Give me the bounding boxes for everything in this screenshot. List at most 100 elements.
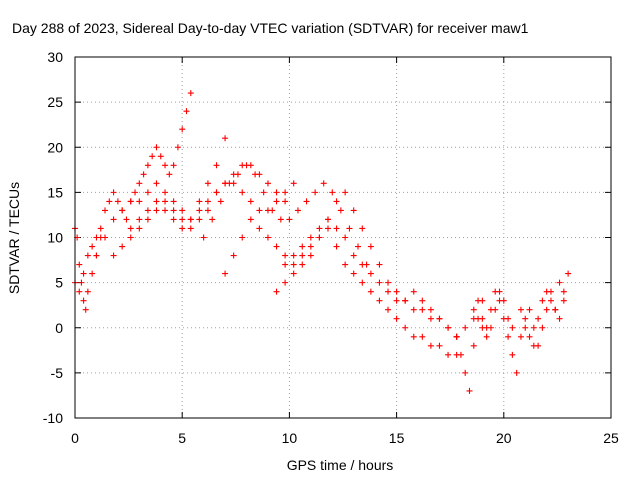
y-tick-label: 15 <box>47 184 63 200</box>
data-point <box>269 207 276 214</box>
data-point <box>530 324 537 331</box>
data-point <box>200 234 207 241</box>
data-point <box>204 198 211 205</box>
data-point <box>333 198 340 205</box>
data-point <box>97 225 104 232</box>
data-point <box>350 270 357 277</box>
data-point <box>376 279 383 286</box>
data-point <box>273 288 280 295</box>
data-point <box>144 189 151 196</box>
data-point <box>453 333 460 340</box>
y-axis-label: SDTVAR / TECUs <box>6 182 22 294</box>
data-point <box>547 297 554 304</box>
data-point <box>102 207 109 214</box>
data-point <box>565 270 572 277</box>
data-point <box>187 225 194 232</box>
data-point <box>136 216 143 223</box>
data-point <box>517 333 524 340</box>
data-point <box>316 234 323 241</box>
data-point <box>153 180 160 187</box>
data-point <box>535 342 542 349</box>
data-point <box>78 279 85 286</box>
data-point <box>170 216 177 223</box>
data-point <box>282 261 289 268</box>
data-point <box>505 315 512 322</box>
data-point <box>539 297 546 304</box>
data-point <box>256 207 263 214</box>
data-point <box>560 297 567 304</box>
data-point <box>445 351 452 358</box>
data-point <box>462 369 469 376</box>
data-point <box>119 243 126 250</box>
data-point <box>144 216 151 223</box>
y-tick-label: 10 <box>47 230 63 246</box>
data-point <box>80 270 87 277</box>
x-tick-label: 5 <box>178 430 186 446</box>
data-point <box>196 198 203 205</box>
data-point <box>282 279 289 286</box>
data-point <box>303 198 310 205</box>
data-point <box>286 216 293 223</box>
data-point <box>462 324 469 331</box>
data-point <box>166 171 173 178</box>
data-point <box>299 243 306 250</box>
data-point <box>110 252 117 259</box>
data-point <box>140 171 147 178</box>
data-point <box>222 270 229 277</box>
data-point <box>505 333 512 340</box>
data-point <box>290 252 297 259</box>
y-tick-label: 0 <box>55 320 63 336</box>
data-point <box>517 306 524 313</box>
data-point <box>282 252 289 259</box>
data-point <box>526 306 533 313</box>
data-point <box>162 207 169 214</box>
y-tick-label: -10 <box>43 410 63 426</box>
data-point <box>427 342 434 349</box>
data-point <box>162 162 169 169</box>
data-point <box>157 153 164 160</box>
data-point <box>346 225 353 232</box>
data-point <box>282 198 289 205</box>
data-point <box>179 207 186 214</box>
data-point <box>110 216 117 223</box>
data-point <box>410 333 417 340</box>
data-point <box>213 189 220 196</box>
data-point <box>359 261 366 268</box>
data-point <box>552 306 559 313</box>
y-tick-label: 30 <box>47 49 63 65</box>
series-trace-h <box>273 189 486 340</box>
x-tick-label: 10 <box>282 430 298 446</box>
data-point <box>170 198 177 205</box>
data-point <box>183 108 190 115</box>
chart-title: Day 288 of 2023, Sidereal Day-to-day VTE… <box>12 20 529 36</box>
data-point <box>179 126 186 133</box>
data-point <box>144 207 151 214</box>
data-point <box>82 306 89 313</box>
data-point <box>277 216 284 223</box>
data-point <box>234 171 241 178</box>
data-point <box>153 144 160 151</box>
data-point <box>196 216 203 223</box>
data-point <box>526 333 533 340</box>
data-point <box>367 288 374 295</box>
data-points <box>72 90 572 394</box>
data-point <box>556 315 563 322</box>
data-point <box>204 207 211 214</box>
data-point <box>76 261 83 268</box>
data-point <box>273 189 280 196</box>
data-point <box>419 297 426 304</box>
data-point <box>149 153 156 160</box>
data-point <box>320 180 327 187</box>
data-point <box>119 207 126 214</box>
data-point <box>290 270 297 277</box>
data-point <box>170 207 177 214</box>
series-trace-e <box>127 180 297 232</box>
data-point <box>419 306 426 313</box>
data-point <box>127 225 134 232</box>
data-point <box>436 342 443 349</box>
data-point <box>427 306 434 313</box>
data-point <box>385 306 392 313</box>
data-point <box>393 315 400 322</box>
data-point <box>187 216 194 223</box>
